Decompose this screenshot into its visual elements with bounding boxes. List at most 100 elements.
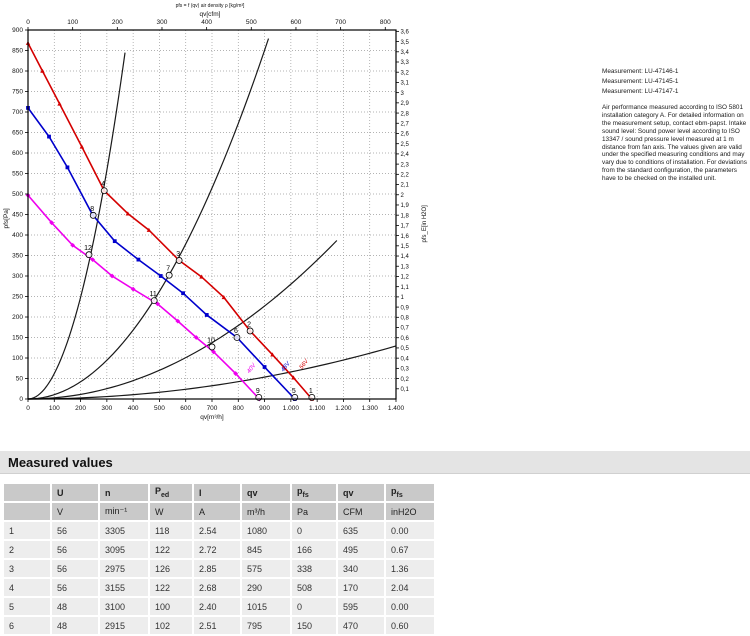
svg-text:3: 3 <box>401 91 405 97</box>
table-cell: 0.00 <box>386 522 434 539</box>
svg-text:100: 100 <box>67 19 78 26</box>
svg-text:1,7: 1,7 <box>401 224 410 230</box>
svg-text:200: 200 <box>12 314 23 321</box>
svg-text:0,8: 0,8 <box>401 316 410 322</box>
left-axis-title: pfs[Pa] <box>3 208 10 228</box>
svg-text:650: 650 <box>12 130 23 137</box>
table-row: 1 56 3305 118 2.54 1080 0 635 0.00 <box>4 522 434 539</box>
svg-text:1,4: 1,4 <box>401 254 410 260</box>
svg-text:3,5: 3,5 <box>401 40 410 46</box>
svg-text:0,2: 0,2 <box>401 377 410 383</box>
bottom-axis-title: qv[m³/h] <box>200 414 224 421</box>
svg-text:300: 300 <box>101 405 112 412</box>
measurement-id: Measurement: LU-47146-1 <box>602 68 679 75</box>
svg-text:3,3: 3,3 <box>401 60 410 66</box>
table-cell: 2.85 <box>194 560 240 577</box>
table-cell: 0 <box>292 598 336 615</box>
svg-text:0,3: 0,3 <box>401 367 410 373</box>
svg-text:1,3: 1,3 <box>401 264 410 270</box>
svg-text:1.300: 1.300 <box>362 405 379 412</box>
table-cell: 56 <box>52 560 98 577</box>
svg-text:0: 0 <box>19 396 23 403</box>
svg-text:1.400: 1.400 <box>388 405 405 412</box>
svg-text:1.100: 1.100 <box>309 405 326 412</box>
svg-text:200: 200 <box>112 19 123 26</box>
table-cell: 575 <box>242 560 290 577</box>
table-cell: 118 <box>150 522 192 539</box>
svg-text:1,5: 1,5 <box>401 244 410 250</box>
svg-text:6: 6 <box>234 328 238 335</box>
svg-text:600: 600 <box>180 405 191 412</box>
curve-label-40V: 40V <box>246 362 258 375</box>
table-cell: 495 <box>338 541 384 558</box>
table-cell: 170 <box>338 579 384 596</box>
svg-text:1,8: 1,8 <box>401 213 410 219</box>
svg-text:1.000: 1.000 <box>283 405 300 412</box>
table-cell: 0.00 <box>386 598 434 615</box>
table-cell: 1.36 <box>386 560 434 577</box>
table-cell: 126 <box>150 560 192 577</box>
top-axis: 0 100 200 300 400 500 600 700 800 qv[cfm] pfs = f … <box>26 3 391 30</box>
svg-text:0,1: 0,1 <box>401 387 410 393</box>
svg-text:1,2: 1,2 <box>401 275 410 281</box>
table-cell: 0.67 <box>386 541 434 558</box>
table-cell: 290 <box>242 579 290 596</box>
series-40V: 40V <box>25 192 262 402</box>
table-cell: 3155 <box>100 579 148 596</box>
svg-text:0,9: 0,9 <box>401 305 410 311</box>
column-header: U <box>52 484 98 501</box>
curve-label-56V: 56V <box>299 358 311 371</box>
table-cell: 166 <box>292 541 336 558</box>
svg-text:1,9: 1,9 <box>401 203 410 209</box>
svg-text:2,6: 2,6 <box>401 132 410 138</box>
table-cell: 2 <box>4 541 50 558</box>
performance-chart-svg: 56V48V40V1234567891011120501001502002503… <box>3 3 428 421</box>
svg-text:550: 550 <box>12 171 23 178</box>
table-body: 1 56 3305 118 2.54 1080 0 635 0.00 2 56 3095 122 2.72… <box>4 522 434 634</box>
svg-text:800: 800 <box>380 19 391 26</box>
svg-text:2,4: 2,4 <box>401 152 410 158</box>
table-cell: 1 <box>4 522 50 539</box>
svg-text:2,7: 2,7 <box>401 121 410 127</box>
fan-performance-chart: 56V 48V 40V 1 2 3 4 5 6 7 8 9 10 11 12 0 50 100 150 200 250 3… <box>0 0 448 428</box>
table-cell: 0 <box>292 522 336 539</box>
svg-text:300: 300 <box>157 19 168 26</box>
column-header: pfs <box>292 484 336 501</box>
right-axis-title: pfs_E[in H2O] <box>422 205 428 243</box>
svg-text:700: 700 <box>12 109 23 116</box>
throttle-curves <box>27 38 397 400</box>
table-cell: 5 <box>4 598 50 615</box>
svg-text:10: 10 <box>207 337 215 344</box>
measured-values-section-header: Measured values <box>0 451 750 474</box>
table-row: 5 48 3100 100 2.40 1015 0 595 0.00 <box>4 598 434 615</box>
svg-text:500: 500 <box>154 405 165 412</box>
svg-text:2,5: 2,5 <box>401 142 410 148</box>
svg-text:500: 500 <box>12 191 23 198</box>
measurement-id: Measurement: LU-47145-1 <box>602 77 679 85</box>
column-unit: W <box>150 503 192 520</box>
table-cell: 56 <box>52 541 98 558</box>
column-unit: inH2O <box>386 503 434 520</box>
grid <box>28 30 396 399</box>
svg-text:3,4: 3,4 <box>401 50 410 56</box>
table-row: 2 56 3095 122 2.72 845 166 495 0.67 <box>4 541 434 558</box>
table-row: 3 56 2975 126 2.85 575 338 340 1.36 <box>4 560 434 577</box>
svg-text:400: 400 <box>201 19 212 26</box>
top-axis-title: qv[cfm] <box>200 11 221 18</box>
svg-text:3,1: 3,1 <box>401 81 410 87</box>
svg-text:3,2: 3,2 <box>401 70 410 76</box>
column-unit: Pa <box>292 503 336 520</box>
column-header: Ped <box>150 484 192 501</box>
svg-text:100: 100 <box>12 355 23 362</box>
table-cell: 3100 <box>100 598 148 615</box>
table-row: 4 56 3155 122 2.68 290 508 170 2.04 <box>4 579 434 596</box>
svg-text:7: 7 <box>166 266 170 273</box>
chart-title: pfs = f (qv) air density ρ [kg/m³] <box>176 3 245 9</box>
bottom-axis: 0 100 200 300 400 500 600 700 800 900 1.000 1.100 1.… <box>26 399 405 421</box>
column-header: pfs <box>386 484 434 501</box>
table-cell: 3 <box>4 560 50 577</box>
svg-text:200: 200 <box>75 405 86 412</box>
table-cell: 1015 <box>242 598 290 615</box>
right-axis: 0,1 0,2 0,3 0,4 0,5 0,6 0,7 0,8 0,9 1 1,1 1,2 1,3 1,4… <box>396 30 428 393</box>
table-cell: 595 <box>338 598 384 615</box>
